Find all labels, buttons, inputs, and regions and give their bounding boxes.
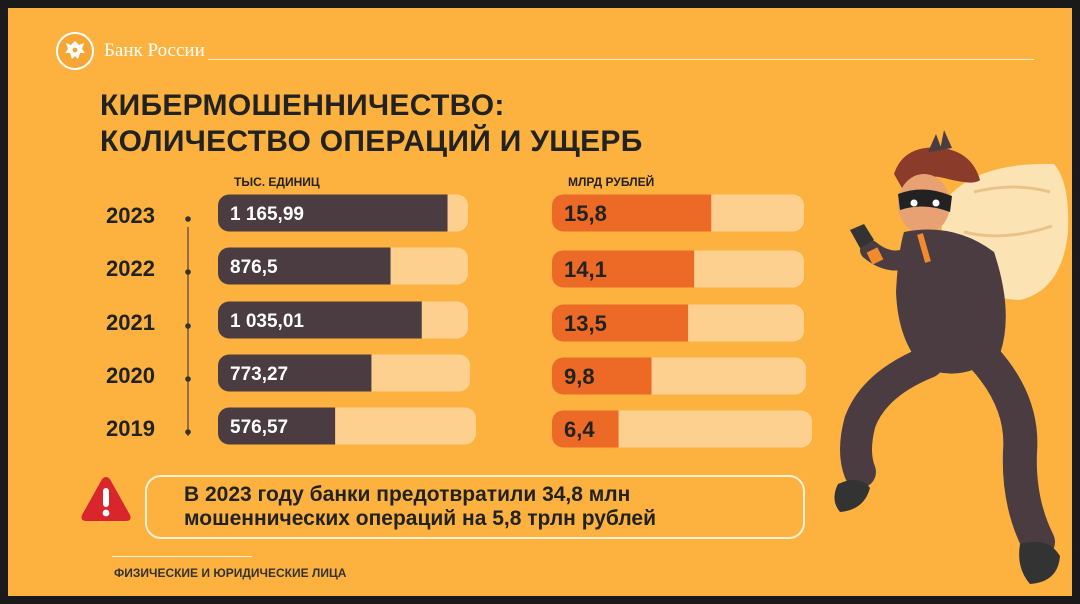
year-dot bbox=[185, 429, 191, 435]
year-label: 2021 bbox=[106, 310, 155, 335]
alert-text: В 2023 году банки предотвратили 34,8 млн… bbox=[184, 483, 656, 531]
operations-value-label: 1 035,01 bbox=[230, 311, 304, 332]
damage-value-label: 15,8 bbox=[564, 201, 607, 226]
year-label: 2022 bbox=[106, 256, 155, 281]
header: Банк России bbox=[56, 32, 1036, 72]
damage-bar bbox=[552, 410, 619, 448]
alert-box bbox=[145, 475, 805, 539]
operations-bar bbox=[218, 301, 422, 339]
alert-line-2: мошеннических операций на 5,8 трлн рубле… bbox=[184, 507, 657, 530]
operations-bar bbox=[218, 247, 391, 285]
footnote: ФИЗИЧЕСКИЕ И ЮРИДИЧЕСКИЕ ЛИЦА bbox=[114, 566, 347, 580]
header-divider bbox=[208, 59, 1034, 60]
year-label: 2019 bbox=[106, 416, 155, 441]
damage-value-label: 14,1 bbox=[564, 257, 607, 282]
year-label: 2023 bbox=[106, 203, 155, 228]
brand-name: Банк России bbox=[104, 40, 205, 61]
operations-bar bbox=[218, 194, 448, 232]
operations-value-label: 876,5 bbox=[230, 257, 278, 278]
damage-unit-label: МЛРД РУБЛЕЙ bbox=[568, 175, 655, 189]
title-line-2: КОЛИЧЕСТВО ОПЕРАЦИЙ И УЩЕРБ bbox=[100, 125, 643, 158]
operations-bar bbox=[218, 407, 336, 445]
year-dot bbox=[185, 323, 191, 329]
page-title: КИБЕРМОШЕННИЧЕСТВО: КОЛИЧЕСТВО ОПЕРАЦИЙ … bbox=[100, 88, 643, 160]
title-line-1: КИБЕРМОШЕННИЧЕСТВО: bbox=[100, 89, 505, 122]
damage-bar bbox=[552, 194, 712, 232]
operations-value-label: 773,27 bbox=[230, 364, 288, 385]
damage-bar bbox=[552, 250, 695, 288]
alert-line-1: В 2023 году банки предотвратили 34,8 млн bbox=[184, 483, 631, 506]
warning-triangle-icon bbox=[78, 473, 134, 525]
year-label: 2020 bbox=[106, 363, 155, 388]
damage-bar bbox=[552, 304, 689, 342]
damage-value-label: 6,4 bbox=[564, 417, 595, 442]
damage-bar bbox=[552, 357, 652, 395]
footer-divider bbox=[112, 556, 252, 557]
year-dot bbox=[185, 216, 191, 222]
damage-value-label: 9,8 bbox=[564, 364, 595, 389]
year-dot bbox=[185, 376, 191, 382]
year-dot bbox=[185, 269, 191, 275]
operations-unit-label: ТЫС. ЕДИНИЦ bbox=[234, 175, 320, 189]
operations-value-label: 1 165,99 bbox=[230, 204, 304, 225]
operations-value-label: 576,57 bbox=[230, 417, 288, 438]
masked-thief-with-sack-illustration bbox=[824, 122, 1072, 596]
slide: Банк России КИБЕРМОШЕННИЧЕСТВО: КОЛИЧЕСТ… bbox=[8, 8, 1072, 596]
charts: 2023 1 165,99 15,8 2022 876,5 14,1 2021 1 035,0… bbox=[106, 194, 812, 448]
operations-bar bbox=[218, 354, 372, 392]
eagle-emblem-icon bbox=[56, 32, 94, 70]
damage-value-label: 13,5 bbox=[564, 311, 607, 336]
